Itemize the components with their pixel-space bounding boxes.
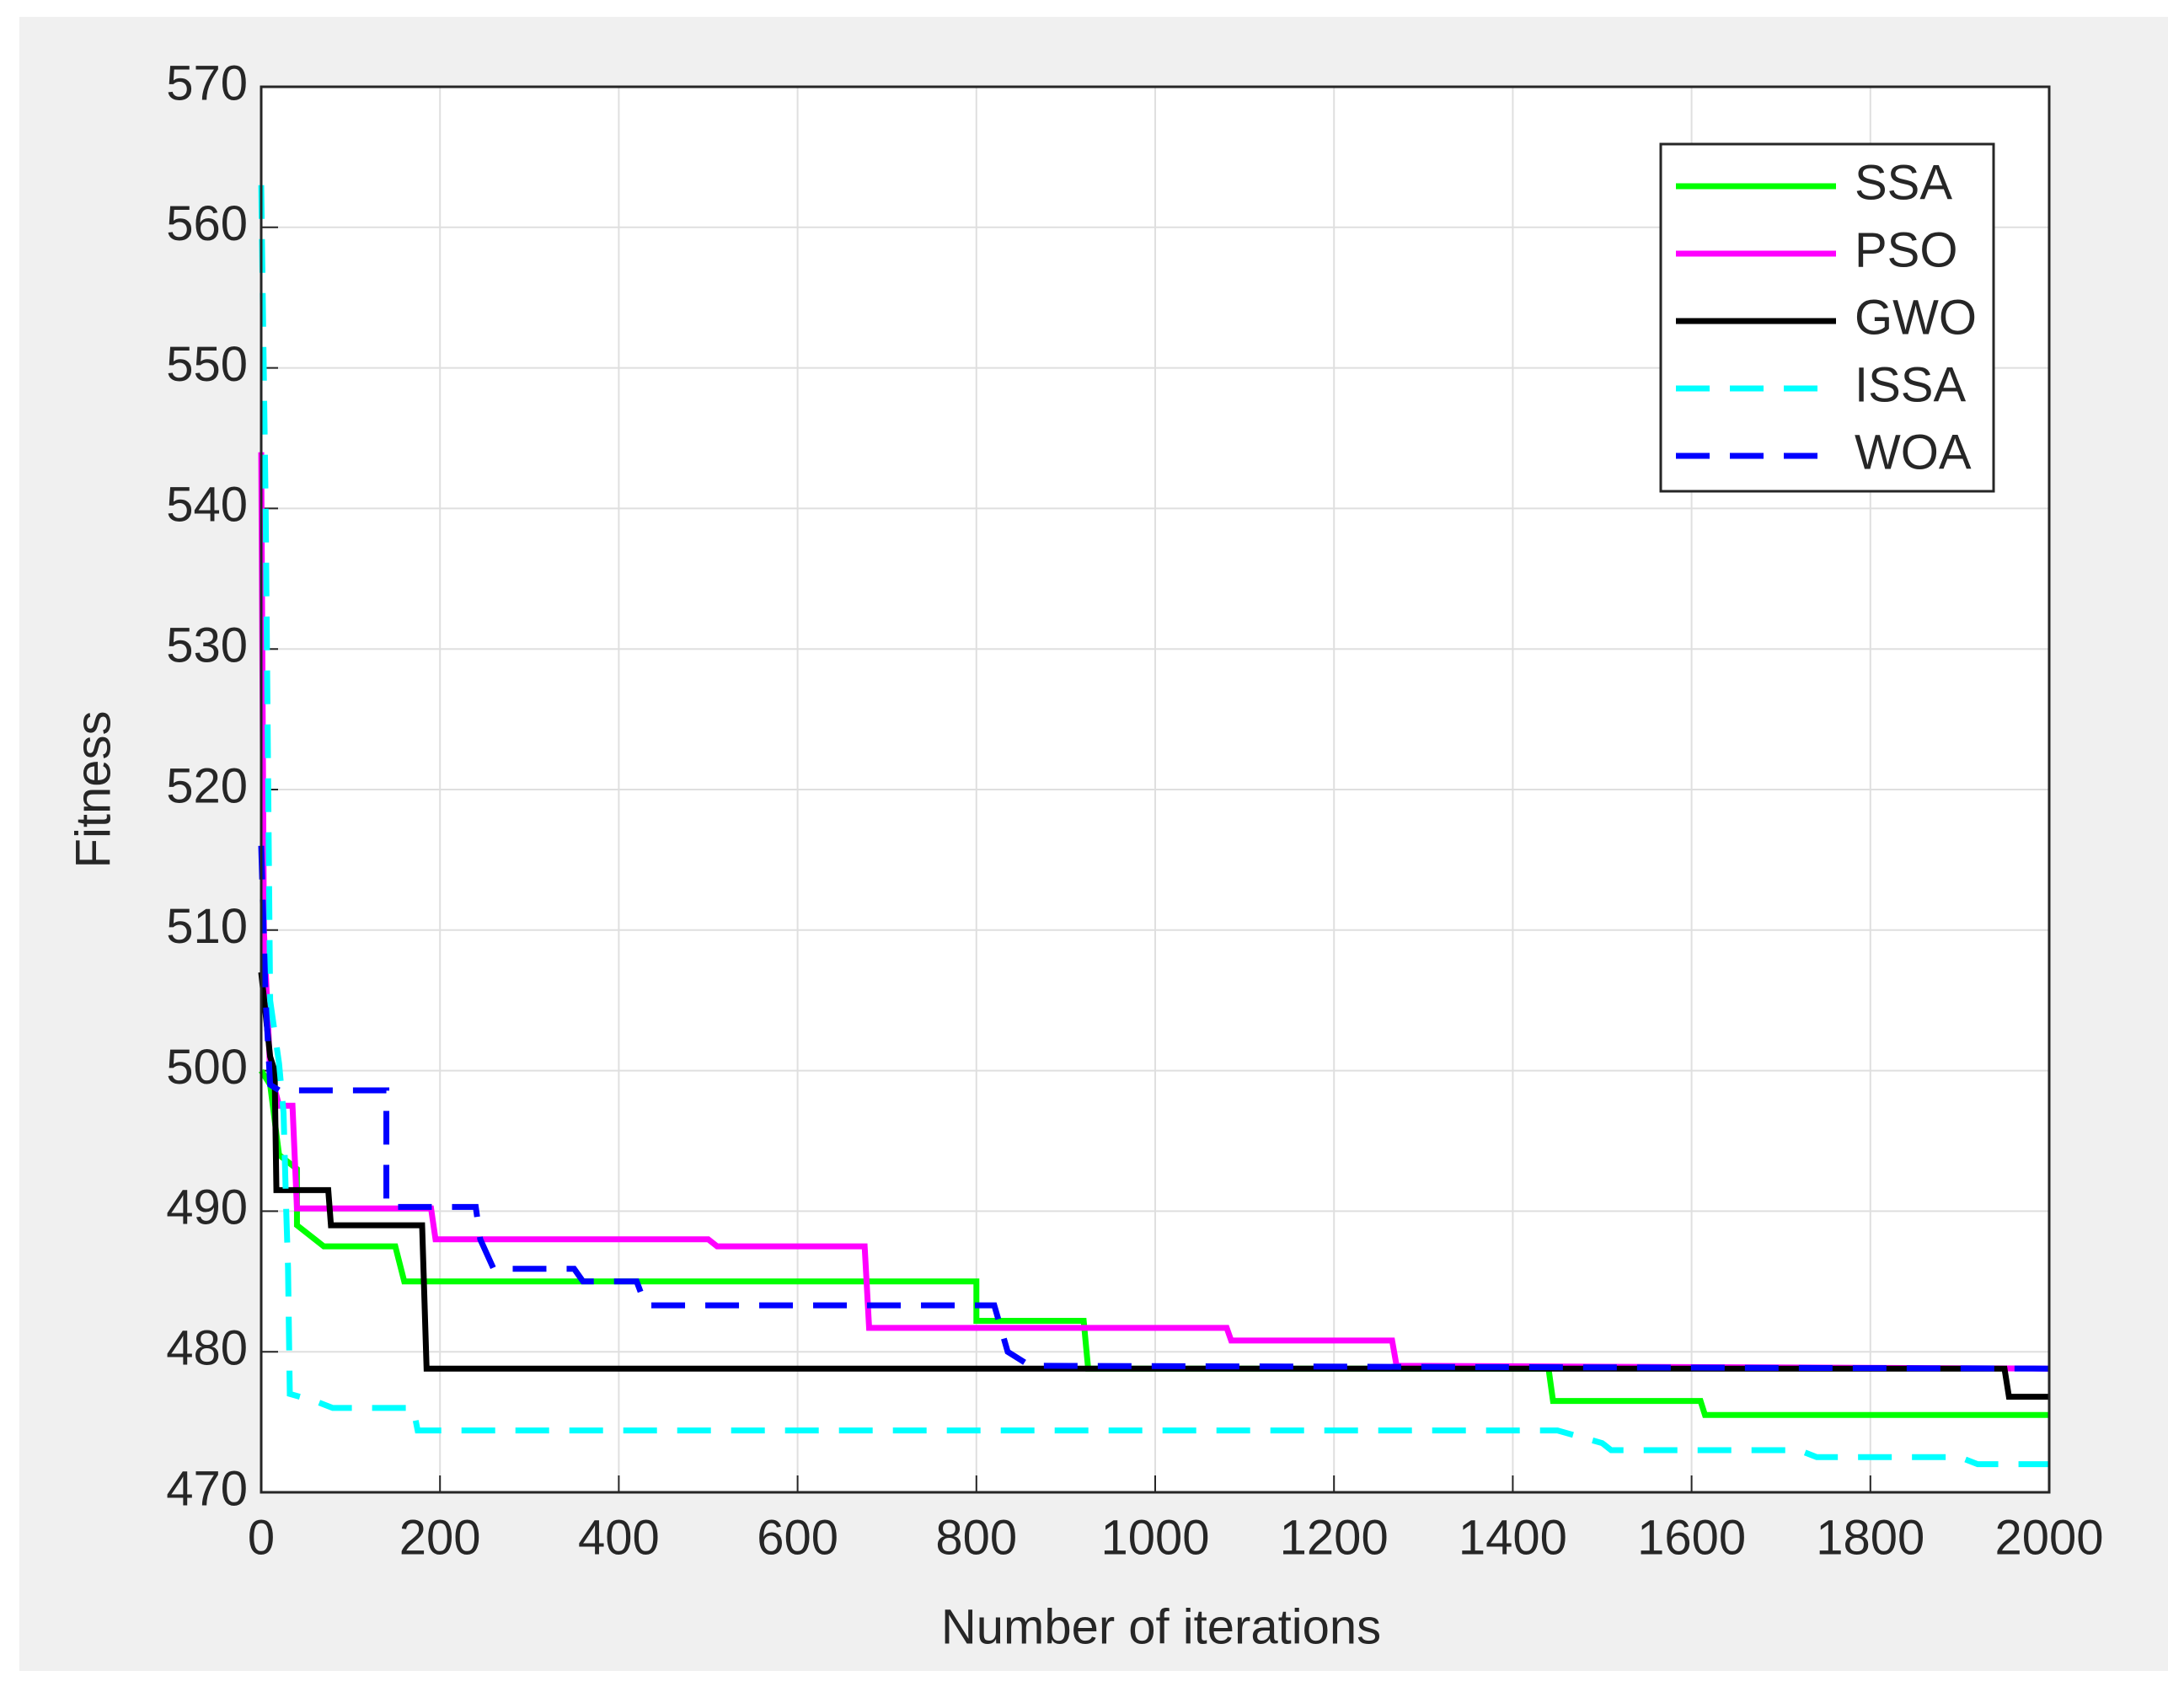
legend-box	[1659, 142, 1995, 493]
x-tick-label: 400	[578, 1510, 660, 1565]
legend-label: WOA	[1855, 425, 1972, 479]
x-tick-label: 2000	[1994, 1510, 2103, 1565]
y-tick-label: 470	[166, 1461, 248, 1516]
legend-label: SSA	[1855, 155, 1952, 210]
y-tick-label: 480	[166, 1321, 248, 1376]
axes-box	[260, 85, 2051, 1494]
legend-label: ISSA	[1855, 357, 1966, 412]
x-tick-label: 1600	[1637, 1510, 1746, 1565]
legend-label: GWO	[1855, 290, 1977, 345]
series-line	[258, 185, 2049, 1468]
y-tick-label: 510	[166, 899, 248, 954]
x-tick-label: 0	[248, 1510, 275, 1565]
x-tick-label: 600	[757, 1510, 838, 1565]
series-line	[258, 845, 2050, 1372]
series-line	[258, 972, 2049, 1400]
x-tick-label: 200	[399, 1510, 481, 1565]
y-tick-label: 500	[166, 1040, 248, 1095]
y-tick-label: 560	[166, 196, 248, 251]
y-tick-label: 490	[166, 1181, 248, 1235]
y-tick-label: 530	[166, 618, 248, 673]
x-axis-label: Number of iterations	[941, 1599, 1381, 1654]
legend-label: PSO	[1855, 222, 1958, 277]
y-tick-label: 520	[166, 758, 248, 813]
x-tick-label: 1200	[1280, 1510, 1389, 1565]
y-tick-label: 540	[166, 478, 248, 533]
x-tick-label: 1400	[1459, 1510, 1567, 1565]
x-tick-label: 1000	[1100, 1510, 1209, 1565]
x-tick-label: 1800	[1816, 1510, 1924, 1565]
x-tick-label: 800	[935, 1510, 1017, 1565]
y-tick-label: 550	[166, 337, 248, 392]
y-axis-label: Fitness	[66, 711, 120, 869]
y-tick-label: 570	[166, 56, 248, 110]
